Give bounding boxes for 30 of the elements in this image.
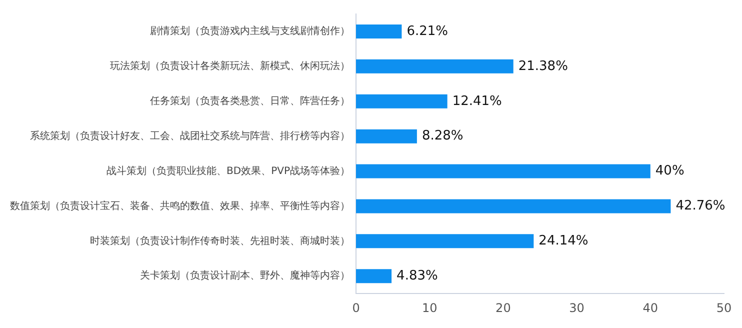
y-tick-label: 时装策划（负责设计制作传奇时装、先祖时装、商城时装） bbox=[90, 234, 350, 247]
bar bbox=[356, 234, 534, 248]
data-label: 21.38% bbox=[518, 58, 568, 74]
x-tick-label: 10 bbox=[422, 300, 438, 315]
y-tick-label: 数值策划（负责设计宝石、装备、共鸣的数值、效果、掉率、平衡性等内容） bbox=[10, 200, 350, 212]
data-label: 42.76% bbox=[676, 198, 726, 214]
bar bbox=[356, 164, 650, 178]
x-tick-label: 50 bbox=[716, 300, 732, 315]
y-tick-label: 关卡策划（负责设计副本、野外、魔神等内容） bbox=[140, 270, 350, 282]
y-tick-label: 玩法策划（负责设计各类新玩法、新模式、休闲玩法） bbox=[110, 60, 350, 72]
x-tick-label: 30 bbox=[569, 300, 584, 315]
data-label: 24.14% bbox=[538, 234, 588, 249]
y-tick-label: 任务策划（负责各类悬赏、日常、阵营任务） bbox=[149, 94, 350, 107]
bar bbox=[356, 199, 671, 214]
data-label: 8.28% bbox=[422, 128, 464, 144]
x-tick-label: 40 bbox=[642, 300, 658, 315]
data-label: 4.83% bbox=[396, 268, 438, 284]
bar bbox=[356, 129, 417, 144]
x-tick-label: 20 bbox=[496, 300, 511, 315]
bar bbox=[356, 24, 402, 38]
x-tick-label: 0 bbox=[352, 300, 360, 315]
data-label: 12.41% bbox=[452, 94, 502, 109]
data-label: 6.21% bbox=[406, 24, 448, 39]
y-tick-label: 战斗策划（负责职业技能、BD效果、PVP战场等体验） bbox=[106, 164, 350, 177]
y-tick-label: 系统策划（负责设计好友、工会、战团社交系统与阵营、排行榜等内容） bbox=[30, 130, 350, 142]
bar bbox=[356, 59, 514, 74]
data-label: 40% bbox=[655, 164, 684, 179]
bar bbox=[356, 94, 448, 108]
y-tick-label: 剧情策划（负责游戏内主线与支线剧情创作） bbox=[150, 25, 350, 38]
bar bbox=[356, 269, 392, 284]
